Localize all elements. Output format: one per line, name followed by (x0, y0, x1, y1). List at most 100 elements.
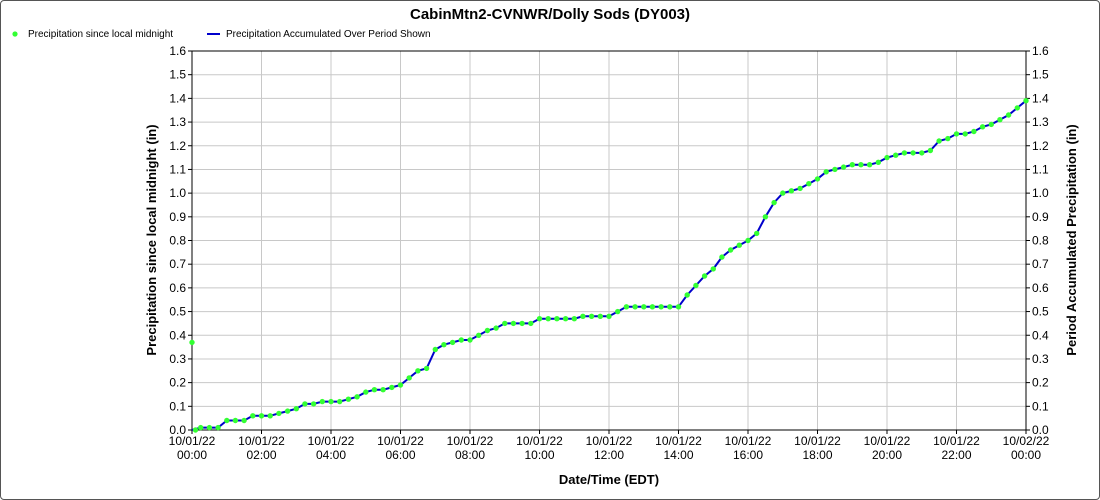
y-tick-label-left: 0.0 (169, 423, 186, 437)
y-tick-label-left: 0.4 (169, 328, 186, 342)
y-tick-label-left: 1.6 (169, 44, 186, 58)
data-point (953, 131, 960, 137)
data-point (754, 230, 760, 237)
x-axis-ticks: 10/01/2200:0010/01/2202:0010/01/2204:001… (169, 430, 1050, 462)
data-point (849, 162, 855, 168)
data-point (832, 166, 838, 173)
data-point (267, 413, 273, 419)
y-tick-label-right: 1.5 (1032, 68, 1049, 82)
data-point (875, 159, 881, 165)
data-point (797, 185, 803, 192)
data-point (241, 417, 247, 424)
data-point (597, 313, 603, 319)
legend-label-period-accumulated: Precipitation Accumulated Over Period Sh… (226, 29, 431, 40)
y-tick-label-right: 0.9 (1032, 210, 1049, 224)
x-tick-label-date: 10/01/22 (725, 434, 772, 448)
x-tick-label-time: 18:00 (802, 448, 832, 462)
y-tick-label-left: 0.8 (169, 234, 186, 248)
data-point (337, 398, 343, 405)
y-tick-label-right: 1.0 (1032, 186, 1049, 200)
data-point (910, 150, 916, 156)
y-tick-label-right: 0.5 (1032, 305, 1049, 319)
data-point (945, 135, 951, 142)
data-point (250, 413, 256, 419)
data-point (432, 346, 438, 353)
data-point (363, 389, 369, 395)
data-point (649, 304, 656, 310)
data-point (858, 162, 864, 168)
data-point (319, 398, 325, 405)
y-axis-right-ticks: 0.0 0.1 0.2 0.3 0.4 0.5 0.6 0.7 0.8 0.9 1.0 1.1 1.2 1… (1026, 44, 1049, 437)
legend-marker-precip-since-midnight (12, 31, 18, 37)
x-tick-label-time: 16:00 (733, 448, 763, 462)
x-tick-label-time: 00:00 (177, 448, 207, 462)
data-point (997, 117, 1003, 123)
chart-title: CabinMtn2-CVNWR/Dolly Sods (DY003) (410, 6, 690, 23)
data-point (528, 320, 534, 327)
data-point (641, 304, 647, 310)
y-tick-label-left: 0.3 (169, 352, 186, 366)
x-tick-label-time: 14:00 (663, 448, 693, 462)
y-tick-label-right: 0.7 (1032, 257, 1049, 271)
data-point (189, 339, 195, 346)
y-axis-left-title: Precipitation since local midnight (in) (144, 124, 159, 355)
y-tick-label-left: 1.0 (169, 186, 186, 200)
y-tick-label-left: 0.6 (169, 281, 186, 295)
data-point (840, 164, 847, 170)
data-point (284, 408, 291, 414)
data-point (536, 316, 543, 322)
x-tick-label-time: 06:00 (385, 448, 415, 462)
y-tick-label-right: 0.1 (1032, 399, 1049, 413)
data-point (397, 382, 404, 388)
y-tick-label-right: 1.4 (1032, 91, 1049, 105)
x-tick-label-date: 10/01/22 (586, 434, 633, 448)
x-tick-label-date: 10/01/22 (447, 434, 494, 448)
data-point (406, 375, 412, 381)
data-point (727, 247, 734, 253)
y-tick-label-right: 1.6 (1032, 44, 1049, 58)
data-point (771, 199, 777, 206)
data-point (441, 342, 447, 348)
data-point (224, 417, 230, 424)
data-point (927, 147, 934, 154)
data-point (1005, 112, 1012, 118)
y-tick-label-right: 0.2 (1032, 376, 1049, 390)
data-point (198, 424, 204, 431)
data-point (484, 327, 491, 334)
data-point (310, 401, 317, 407)
x-tick-label-date: 10/01/22 (794, 434, 841, 448)
data-point (1023, 98, 1029, 104)
y-tick-label-left: 0.7 (169, 257, 186, 271)
data-point (580, 313, 586, 319)
x-tick-label-time: 04:00 (316, 448, 346, 462)
data-point (762, 214, 769, 220)
data-point (806, 181, 812, 187)
y-tick-label-right: 1.2 (1032, 139, 1049, 153)
y-tick-label-left: 1.5 (169, 68, 186, 82)
legend: Precipitation since local midnight Preci… (12, 29, 431, 40)
data-point (788, 188, 795, 194)
x-tick-label-time: 12:00 (594, 448, 624, 462)
data-point (710, 266, 716, 272)
y-axis-right-title: Period Accumulated Precipitation (in) (1064, 124, 1079, 355)
x-tick-label-date: 10/01/22 (238, 434, 285, 448)
data-point (545, 316, 551, 322)
data-point (814, 176, 821, 182)
data-point (893, 152, 899, 158)
data-point (571, 316, 577, 322)
data-point (276, 410, 282, 417)
series-points-precip-since-midnight (189, 98, 1029, 433)
x-tick-label-time: 20:00 (872, 448, 902, 462)
x-tick-label-date: 10/01/22 (933, 434, 980, 448)
x-tick-label-date: 10/01/22 (377, 434, 424, 448)
y-tick-label-left: 1.3 (169, 115, 186, 129)
x-tick-label-date: 10/01/22 (169, 434, 216, 448)
data-point (192, 427, 199, 433)
data-point (588, 313, 595, 319)
y-tick-label-left: 1.4 (169, 91, 186, 105)
data-point (866, 162, 873, 168)
y-tick-label-right: 0.4 (1032, 328, 1049, 342)
x-tick-label-date: 10/01/22 (655, 434, 702, 448)
